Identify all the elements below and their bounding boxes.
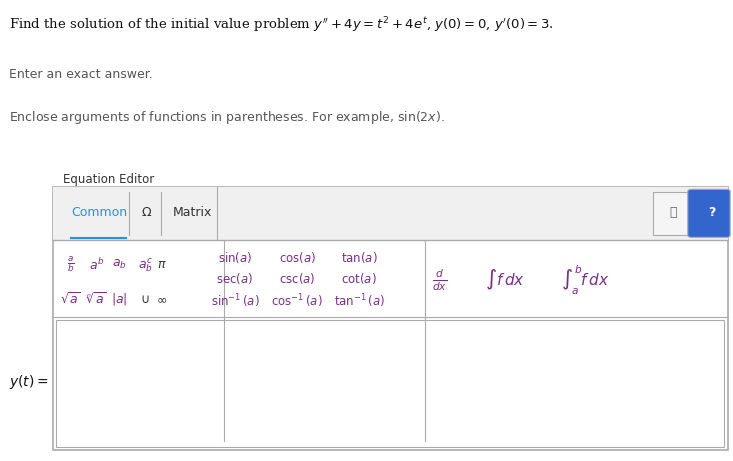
Text: $\cos^{-1}(a)$: $\cos^{-1}(a)$ [271, 293, 323, 310]
Text: Enter an exact answer.: Enter an exact answer. [9, 68, 152, 81]
Text: Equation Editor: Equation Editor [64, 173, 155, 186]
FancyBboxPatch shape [653, 192, 688, 235]
Text: $\int_a^b f\,dx$: $\int_a^b f\,dx$ [561, 263, 610, 297]
Text: $\sqrt[n]{a}$: $\sqrt[n]{a}$ [86, 292, 106, 307]
Text: $a_b$: $a_b$ [112, 258, 127, 272]
FancyBboxPatch shape [53, 187, 728, 240]
Text: $y(t) =$: $y(t) =$ [9, 373, 48, 391]
Text: $a^b$: $a^b$ [89, 257, 104, 273]
FancyBboxPatch shape [688, 189, 730, 237]
Text: $\frac{d}{dx}$: $\frac{d}{dx}$ [432, 267, 447, 293]
Text: $\cup$: $\cup$ [141, 293, 150, 306]
Text: $\cos(a)$: $\cos(a)$ [279, 250, 316, 266]
Text: $a_b^c$: $a_b^c$ [138, 256, 152, 274]
Text: $\sqrt{a}$: $\sqrt{a}$ [60, 292, 81, 307]
FancyBboxPatch shape [56, 320, 724, 447]
Text: Find the solution of the initial value problem $y'' + 4y = t^2 + 4e^t$, $y(0) = : Find the solution of the initial value p… [9, 15, 553, 35]
Text: $\csc(a)$: $\csc(a)$ [279, 271, 315, 286]
Text: Enclose arguments of functions in parentheses. For example, $\sin(2x)$.: Enclose arguments of functions in parent… [9, 109, 444, 126]
Text: ?: ? [708, 206, 715, 219]
Text: $\cot(a)$: $\cot(a)$ [342, 271, 377, 286]
Text: $\pi$: $\pi$ [157, 258, 167, 272]
Text: $|a|$: $|a|$ [111, 291, 128, 307]
Text: $\sin(a)$: $\sin(a)$ [218, 250, 252, 266]
Text: $\infty$: $\infty$ [156, 293, 168, 306]
Text: Common: Common [71, 206, 127, 219]
Text: 🗑: 🗑 [669, 206, 677, 219]
Text: $\frac{a}{b}$: $\frac{a}{b}$ [67, 255, 75, 275]
Text: $\sec(a)$: $\sec(a)$ [216, 271, 254, 286]
Text: $\int f\,dx$: $\int f\,dx$ [485, 268, 526, 292]
Text: $\tan(a)$: $\tan(a)$ [341, 250, 377, 266]
Text: $\sin^{-1}(a)$: $\sin^{-1}(a)$ [210, 293, 259, 310]
FancyBboxPatch shape [53, 187, 728, 450]
Text: Ω: Ω [141, 206, 151, 219]
Text: Matrix: Matrix [173, 206, 213, 219]
Text: $\tan^{-1}(a)$: $\tan^{-1}(a)$ [334, 293, 385, 310]
